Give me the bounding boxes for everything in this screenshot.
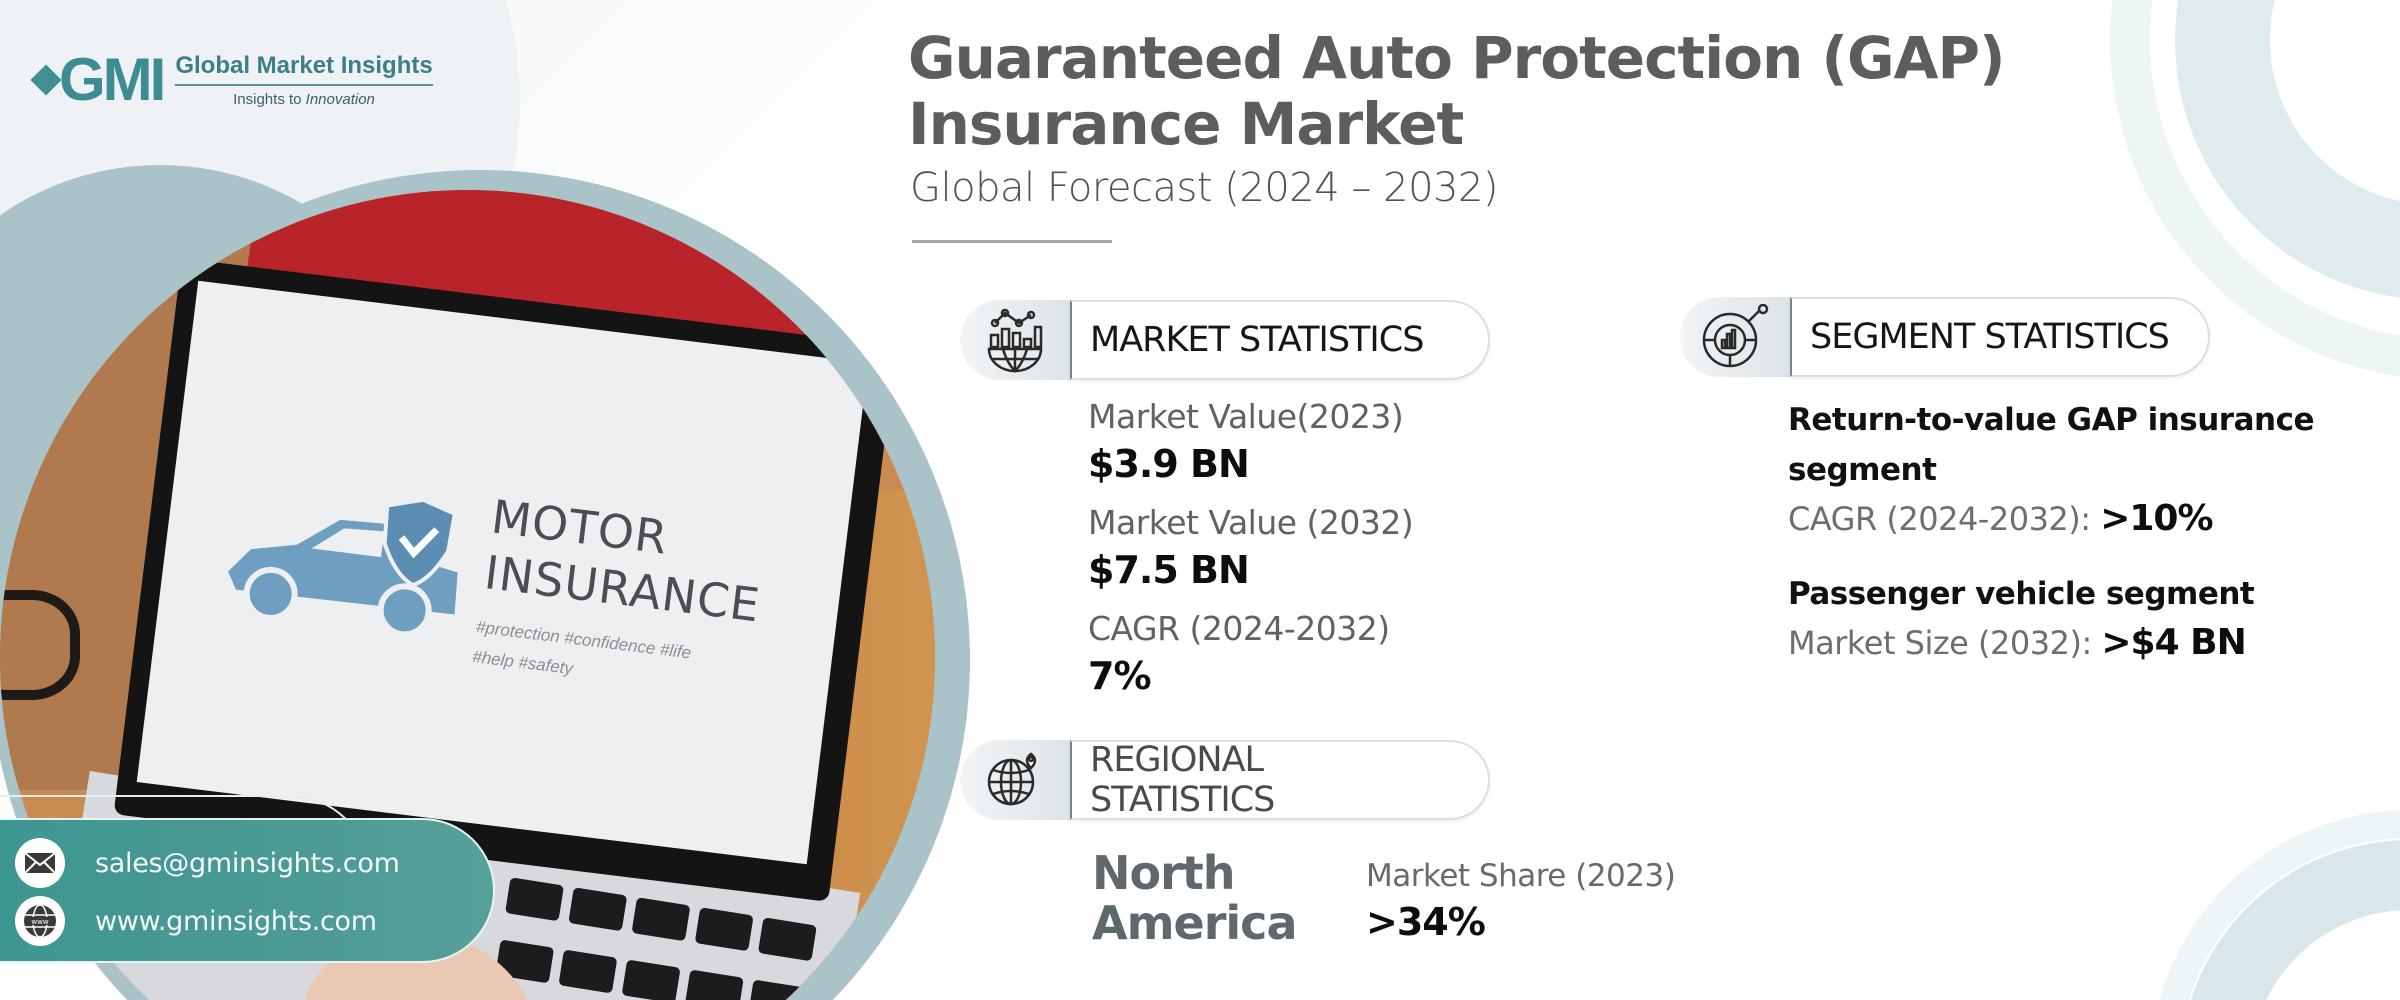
brand-tagline: Insights to Innovation [233,91,375,108]
globe-www-icon: www [15,896,65,946]
segment-name-cont: segment [1788,452,1937,488]
contact-band: sales@gminsights.com www www.gminsights.… [0,818,495,963]
region-market-share: Market Share (2023) >34% [1366,855,1676,947]
market-value-2032-label: Market Value (2032) [1088,503,1414,542]
svg-text:www: www [31,918,48,926]
logo-text: Global Market Insights Insights to Innov… [175,52,433,108]
screen-hashtags: #protection #confidence #life #help #saf… [471,617,693,679]
market-share-value: >34% [1366,900,1486,944]
contact-email[interactable]: sales@gminsights.com [15,834,493,892]
cagr-label: CAGR (2024-2032) [1088,609,1390,648]
envelope-icon [15,838,65,888]
diamond-icon [30,64,62,96]
segment-metric: CAGR (2024-2032): >10% [1788,498,2214,539]
car-shield-icon [228,497,458,638]
market-value-2023: $3.9 BN [1088,442,1250,486]
contact-website[interactable]: www www.gminsights.com [15,892,493,950]
market-value-2032: $7.5 BN [1088,548,1250,592]
market-statistics-label: MARKET STATISTICS [1070,300,1490,380]
regional-statistics-label: REGIONAL STATISTICS [1070,740,1490,820]
globe-pin-icon [960,740,1070,820]
segment-name: Passenger vehicle segment [1788,576,2255,612]
globe-bar-chart-icon [960,300,1070,380]
page-subtitle: Global Forecast (2024 – 2032) [910,165,1499,211]
email-link[interactable]: sales@gminsights.com [95,847,400,879]
laptop-screen: MOTOR INSURANCE #protection #confidence … [136,280,869,865]
screen-headline: MOTOR INSURANCE [481,489,764,633]
glasses-icon [0,590,80,700]
regional-statistics-header: REGIONAL STATISTICS [960,740,1490,820]
segment-metric: Market Size (2032): >$4 BN [1788,622,2247,663]
segment-statistics-label: SEGMENT STATISTICS [1790,297,2210,377]
title-divider [912,240,1112,243]
segment-statistics-header: SEGMENT STATISTICS [1680,297,2210,377]
brand-name: Global Market Insights [175,52,433,86]
market-statistics-header: MARKET STATISTICS [960,300,1490,380]
segment-statistics-list: Return-to-value GAP insurance segment CA… [1788,395,2348,667]
market-share-label: Market Share (2023) [1366,858,1676,894]
website-link[interactable]: www.gminsights.com [95,905,377,937]
brand-logo[interactable]: GMI Global Market Insights Insights to I… [30,46,433,113]
cagr-value: 7% [1088,654,1152,698]
logo-mark: GMI [30,46,166,113]
market-statistics-list: Market Value(2023) $3.9 BN Market Value … [1088,395,1414,713]
region-name: North America [1092,846,1297,950]
page-title: Guaranteed Auto Protection (GAP) Insuran… [908,24,2005,158]
logo-initials: GMI [59,46,166,113]
segment-name: Return-to-value GAP insurance [1788,402,2314,438]
donut-chart-icon [1680,297,1790,377]
market-value-2023-label: Market Value(2023) [1088,397,1404,436]
